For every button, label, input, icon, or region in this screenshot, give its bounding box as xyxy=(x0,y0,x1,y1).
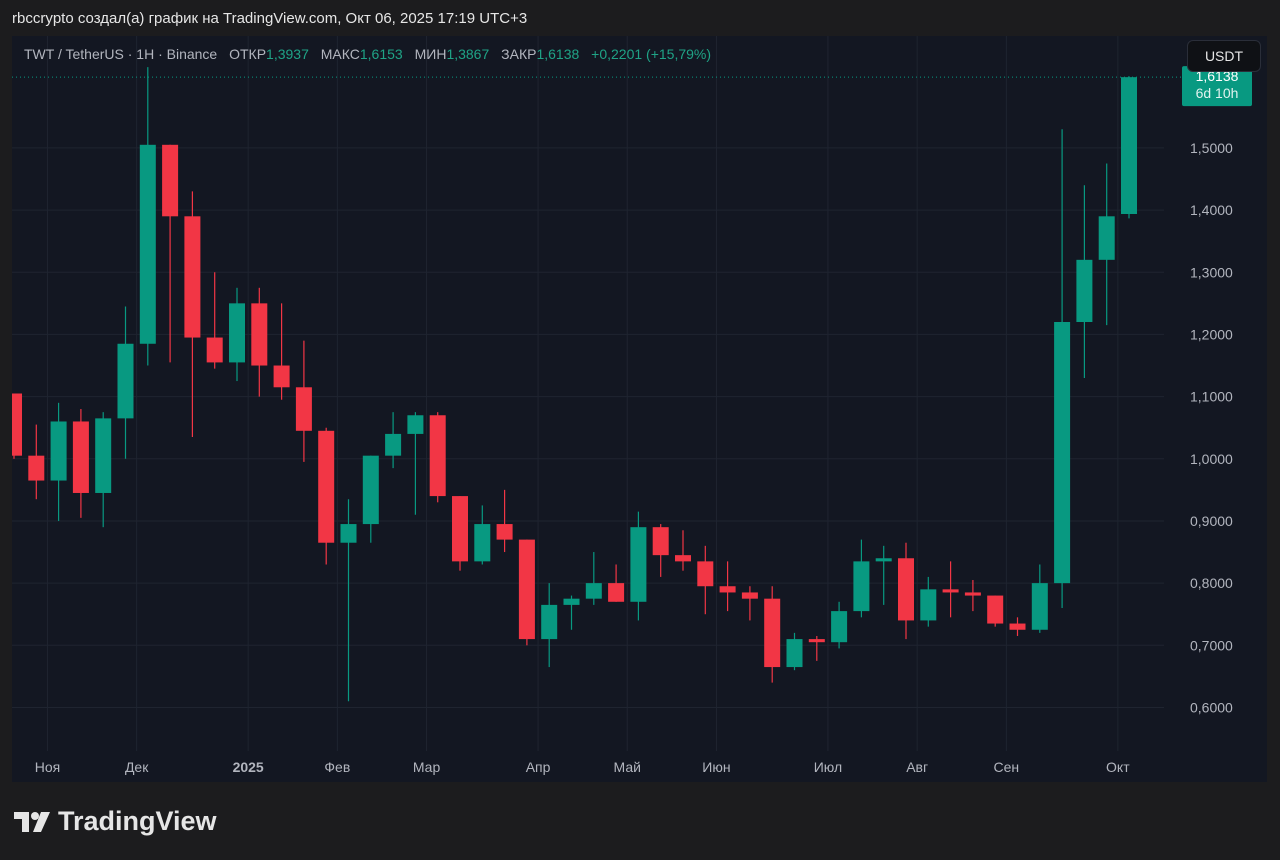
x-tick-label: Апр xyxy=(526,759,551,775)
y-tick-label: 1,5000 xyxy=(1190,140,1233,156)
ohlc-legend: TWT / TetherUS · 1H · Binance ОТКР1,3937… xyxy=(24,46,711,62)
change-value: +0,2201 (+15,79%) xyxy=(591,46,712,62)
candle-up[interactable] xyxy=(541,604,558,640)
candle-down[interactable] xyxy=(808,639,825,643)
x-tick-label: Авг xyxy=(906,759,928,775)
candle-up[interactable] xyxy=(563,598,580,605)
low-label: МИН xyxy=(414,46,447,62)
candle-up[interactable] xyxy=(585,583,602,599)
candle-up[interactable] xyxy=(340,524,357,543)
candle-up[interactable] xyxy=(1031,583,1048,630)
candle-up[interactable] xyxy=(1098,216,1115,260)
candle-down[interactable] xyxy=(652,527,669,556)
symbol-label[interactable]: TWT / TetherUS · 1H · Binance xyxy=(24,46,218,62)
close-value: 1,6138 xyxy=(536,46,580,62)
candle-down[interactable] xyxy=(273,365,290,388)
x-tick-label: Ноя xyxy=(35,759,60,775)
candle-down[interactable] xyxy=(741,592,758,599)
x-tick-label: Окт xyxy=(1106,759,1130,775)
candle-down[interactable] xyxy=(251,303,268,366)
candle-down[interactable] xyxy=(496,524,513,540)
x-tick-label: Июл xyxy=(814,759,842,775)
candle-down[interactable] xyxy=(318,430,335,543)
candle-down[interactable] xyxy=(697,561,714,587)
candle-up[interactable] xyxy=(853,561,870,612)
high-label: МАКС xyxy=(320,46,360,62)
candlestick-chart[interactable]: 0,6000 0,7000 0,8000 0,9000 1,0000 1,1000 1,20… xyxy=(12,36,1267,782)
candle-down[interactable] xyxy=(942,589,959,593)
candle-up[interactable] xyxy=(385,433,402,456)
candle-up[interactable] xyxy=(920,589,937,621)
candle-up[interactable] xyxy=(630,527,647,602)
candle-down[interactable] xyxy=(429,415,446,497)
candle-down[interactable] xyxy=(72,421,89,493)
high-value: 1,6153 xyxy=(359,46,403,62)
candle-down[interactable] xyxy=(898,558,914,621)
tradingview-logo-text: TradingView xyxy=(58,806,217,836)
candle-up[interactable] xyxy=(786,639,803,668)
price-badge-value: 1,6138 xyxy=(1196,68,1239,84)
candle-up[interactable] xyxy=(474,524,491,562)
x-tick-label: Сен xyxy=(994,759,1020,775)
candle-down[interactable] xyxy=(162,144,179,217)
candle-down[interactable] xyxy=(764,598,781,668)
candle-down[interactable] xyxy=(184,216,201,338)
chart-caption: rbccrypto создал(а) график на TradingVie… xyxy=(12,10,528,27)
candle-up[interactable] xyxy=(50,421,67,481)
low-value: 1,3867 xyxy=(446,46,490,62)
candle-up[interactable] xyxy=(117,343,134,419)
candle-down[interactable] xyxy=(12,393,22,456)
x-tick-label: Мар xyxy=(413,759,441,775)
y-tick-label: 1,1000 xyxy=(1190,389,1233,405)
candle-down[interactable] xyxy=(964,592,981,596)
candle-down[interactable] xyxy=(675,555,691,562)
candle-up[interactable] xyxy=(95,418,112,493)
open-value: 1,3937 xyxy=(266,46,309,62)
y-tick-label: 1,4000 xyxy=(1190,202,1233,218)
candle-down[interactable] xyxy=(1009,623,1026,630)
candle-up[interactable] xyxy=(362,455,379,525)
candle-up[interactable] xyxy=(1076,259,1093,322)
y-tick-label: 1,0000 xyxy=(1190,451,1233,467)
price-badge-countdown: 6d 10h xyxy=(1196,85,1239,101)
price-badge xyxy=(1182,66,1252,107)
candle-down[interactable] xyxy=(206,337,223,363)
candle-down[interactable] xyxy=(719,586,736,593)
y-tick-label: 0,7000 xyxy=(1190,637,1233,653)
y-tick-label: 0,8000 xyxy=(1190,575,1233,591)
tradingview-logo[interactable]: TradingView xyxy=(14,806,217,837)
candle-down[interactable] xyxy=(28,455,45,481)
x-tick-label: 2025 xyxy=(233,759,264,775)
tradingview-logo-icon xyxy=(14,811,50,832)
candle-up[interactable] xyxy=(1121,77,1137,215)
candle-up[interactable] xyxy=(875,558,892,562)
x-tick-label: Июн xyxy=(702,759,730,775)
candle-up[interactable] xyxy=(831,611,848,643)
y-tick-label: 1,2000 xyxy=(1190,326,1233,342)
chart-panel[interactable]: 0,6000 0,7000 0,8000 0,9000 1,0000 1,1000 1,20… xyxy=(12,36,1267,782)
candle-down[interactable] xyxy=(518,539,535,640)
candle-up[interactable] xyxy=(139,144,156,344)
x-tick-label: Фев xyxy=(324,759,350,775)
candle-down[interactable] xyxy=(452,496,468,562)
currency-button[interactable]: USDT xyxy=(1187,40,1261,72)
candle-up[interactable] xyxy=(1054,322,1071,584)
candle-down[interactable] xyxy=(987,595,1004,624)
candle-down[interactable] xyxy=(295,387,312,431)
x-tick-label: Дек xyxy=(125,759,149,775)
candle-up[interactable] xyxy=(229,303,245,363)
candle-up[interactable] xyxy=(407,415,424,434)
y-tick-label: 0,9000 xyxy=(1190,513,1233,529)
x-tick-label: Май xyxy=(614,759,641,775)
candle-down[interactable] xyxy=(608,583,625,602)
open-label: ОТКР xyxy=(229,46,267,62)
y-tick-label: 0,6000 xyxy=(1190,699,1233,715)
close-label: ЗАКР xyxy=(501,46,537,62)
y-tick-label: 1,3000 xyxy=(1190,264,1233,280)
